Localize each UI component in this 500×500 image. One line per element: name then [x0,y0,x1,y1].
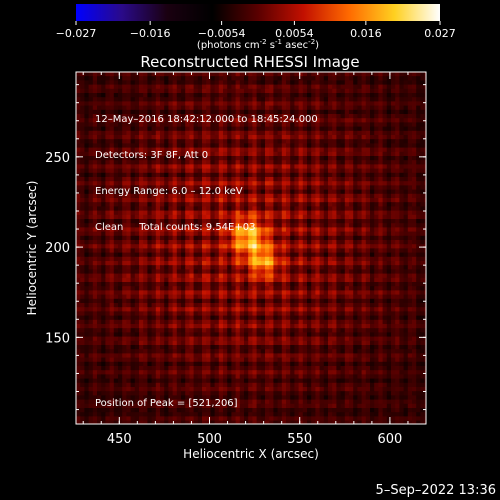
x-axis-label: Heliocentric X (arcsec) [183,447,319,461]
heatmap-image [76,72,426,424]
colorbar-gradient [76,4,440,21]
time-range: 12–May–2016 18:42:12.000 to 18:45:24.000 [95,114,318,125]
colorbar-tick-label: 0.0054 [275,27,314,40]
x-tick-label: 450 [107,432,132,447]
chart-title: Reconstructed RHESSI Image [140,53,359,71]
x-tick-label: 600 [378,432,403,447]
timestamp: 5–Sep–2022 13:36 [375,483,496,498]
y-tick-label: 150 [45,331,70,346]
colorbar-tick-label: 0.027 [424,27,456,40]
x-tick-label: 550 [287,432,312,447]
clean-counts: Clean Total counts: 9.54E+03 [95,222,256,233]
y-tick-label: 200 [45,241,70,256]
colorbar-label: (photons cm-2 s-1 asec-2) [197,38,319,51]
x-axis: 450 500 550 600 [82,72,427,447]
colorbar-tick-label: −0.016 [130,27,171,40]
y-axis: 150 200 250 [45,84,426,411]
detectors: Detectors: 3F 8F, Att 0 [95,150,209,161]
colorbar-tick-label: −0.0054 [198,27,246,40]
y-tick-label: 250 [45,151,70,166]
x-tick-label: 500 [197,432,222,447]
peak-position: Position of Peak = [521,206] [95,398,238,409]
observation-info: 12–May–2016 18:42:12.000 to 18:45:24.000… [95,90,318,246]
colorbar: −0.027 −0.016 −0.0054 0.0054 0.016 0.027 (pho… [56,4,456,51]
plot-frame [75,71,427,425]
y-axis-label: Heliocentric Y (arcsec) [25,181,39,316]
colorbar-tick-label: 0.016 [350,27,382,40]
energy-range: Energy Range: 6.0 – 12.0 keV [95,186,243,197]
colorbar-tick-label: −0.027 [56,27,97,40]
